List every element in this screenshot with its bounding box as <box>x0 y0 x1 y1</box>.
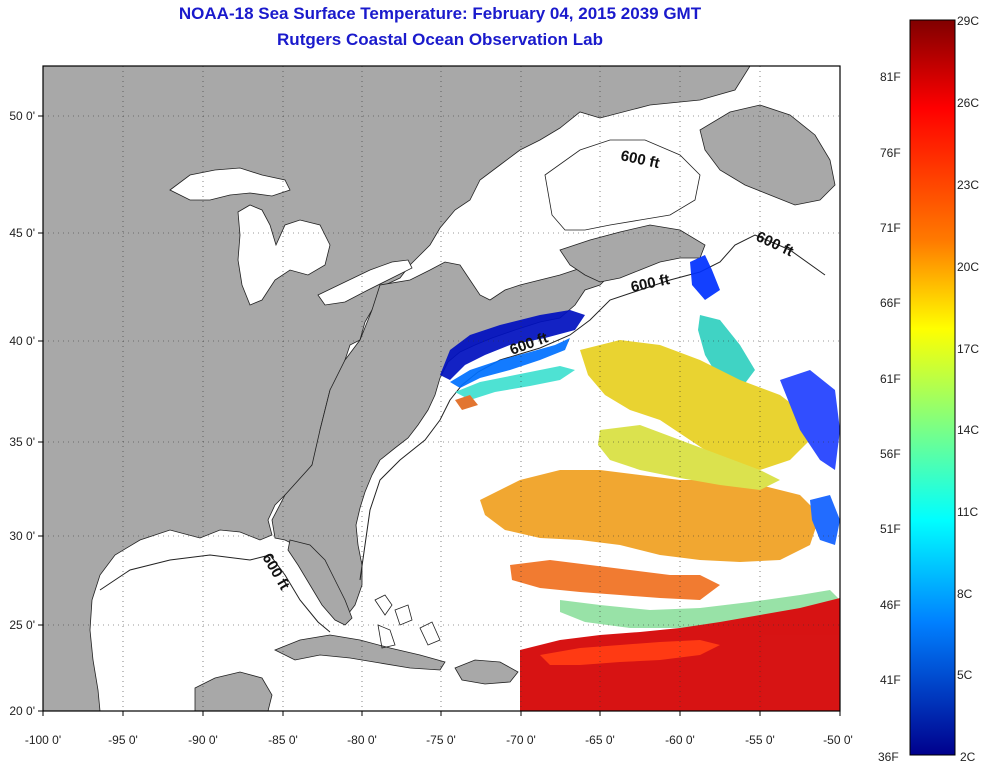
lake-superior <box>169 167 291 201</box>
lon-label: -90 0' <box>188 733 218 747</box>
colorbar-label-f: 76F <box>880 146 901 160</box>
map-title: NOAA-18 Sea Surface Temperature: Februar… <box>178 4 702 23</box>
sst-data <box>440 255 840 711</box>
lon-label: -100 0' <box>25 733 61 747</box>
lon-label: -85 0' <box>268 733 298 747</box>
east-coast-land <box>271 259 616 619</box>
lat-label: 45 0' <box>9 226 35 240</box>
florida-land <box>287 539 353 626</box>
colorbar-label-c: 8C <box>957 587 973 601</box>
lon-label: -80 0' <box>347 733 377 747</box>
lon-label: -70 0' <box>506 733 536 747</box>
colorbar-label-c: 23C <box>957 178 980 192</box>
lon-label: -60 0' <box>665 733 695 747</box>
colorbar-label-c: 2C <box>960 750 976 764</box>
bathymetry-contour <box>99 234 826 633</box>
lat-label: 30 0' <box>9 529 35 543</box>
lat-label: 40 0' <box>9 334 35 348</box>
hispaniola-land <box>454 659 519 685</box>
map-subtitle: Rutgers Coastal Ocean Observation Lab <box>277 30 603 49</box>
nova-scotia-land <box>559 224 706 283</box>
lat-label: 50 0' <box>9 109 35 123</box>
colorbar-label-f: 36F <box>878 750 899 764</box>
lat-label: 20 0' <box>9 704 35 718</box>
colorbar-label-c: 17C <box>957 342 980 356</box>
lon-label: -50 0' <box>823 733 853 747</box>
colorbar <box>909 19 956 756</box>
colorbar-label-f: 41F <box>880 673 901 687</box>
lon-label: -55 0' <box>745 733 775 747</box>
colorbar-label-f: 46F <box>880 598 901 612</box>
colorbar-label-f: 71F <box>880 221 901 235</box>
lat-label: 35 0' <box>9 435 35 449</box>
lon-label: -65 0' <box>585 733 615 747</box>
colorbar-label-f: 56F <box>880 447 901 461</box>
lon-label: -75 0' <box>426 733 456 747</box>
lake-erie-ontario <box>317 259 413 306</box>
bahamas-islands <box>374 594 441 649</box>
colorbar-label-c: 29C <box>957 14 980 28</box>
cuba-land <box>274 634 446 671</box>
colorbar-label-c: 20C <box>957 260 980 274</box>
yucatan-land <box>194 671 273 711</box>
colorbar-label-f: 51F <box>880 522 901 536</box>
lon-label: -95 0' <box>108 733 138 747</box>
lat-ticks <box>38 115 43 712</box>
gulf-st-lawrence <box>544 139 701 231</box>
lon-ticks <box>42 711 841 716</box>
colorbar-label-c: 5C <box>957 668 973 682</box>
colorbar-label-c: 14C <box>957 423 980 437</box>
lat-label: 25 0' <box>9 618 35 632</box>
colorbar-label-f: 61F <box>880 372 901 386</box>
lake-michigan-huron <box>237 204 331 306</box>
colorbar-label-f: 66F <box>880 296 901 310</box>
colorbar-label-c: 11C <box>957 505 979 519</box>
colorbar-label-f: 81F <box>880 70 901 84</box>
newfoundland-land <box>699 104 836 206</box>
colorbar-label-c: 26C <box>957 96 980 110</box>
